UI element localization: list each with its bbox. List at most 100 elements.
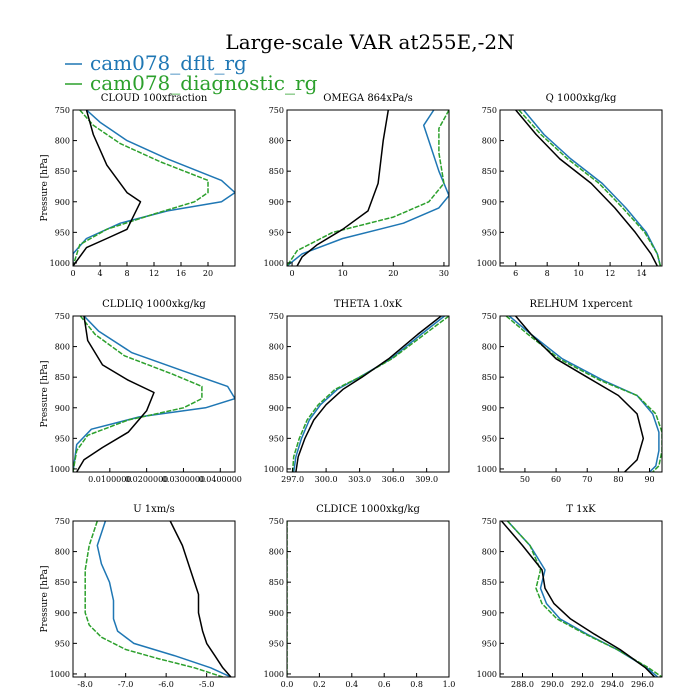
plot-frame	[286, 109, 450, 267]
x-tick-label: 20	[388, 269, 398, 278]
y-tick-label: 750	[482, 106, 497, 115]
x-tick-label: 0.2	[313, 680, 326, 689]
y-tick-label: 800	[55, 548, 70, 557]
y-tick-label: 950	[482, 228, 497, 237]
legend: cam078_dflt_rg cam078_diagnostic_rg	[65, 51, 318, 95]
y-tick-label: 750	[482, 517, 497, 526]
y-tick-label: 900	[55, 609, 70, 618]
series-line-1	[73, 110, 235, 266]
y-tick-label: 950	[269, 434, 284, 443]
x-tick-label: 0.4	[345, 680, 358, 689]
plot-frame	[499, 315, 663, 473]
legend-label-1: cam078_dflt_rg	[90, 51, 247, 75]
x-tick-label: 6	[513, 269, 518, 278]
series-line-1	[523, 110, 662, 266]
series-group	[515, 110, 662, 266]
series-line-3	[295, 316, 442, 472]
y-tick-label: 800	[55, 343, 70, 352]
y-tick-label: 850	[482, 373, 497, 382]
y-tick-label: 900	[55, 198, 70, 207]
series-line-3	[73, 110, 142, 266]
x-tick-label: -7.0	[118, 680, 133, 689]
y-tick-label: 900	[269, 198, 284, 207]
x-tick-label: 294.0	[601, 680, 624, 689]
panel-6: 50 60 70 80 90 750 800 850 900 950 1000 RELHUM 1xpe…	[477, 299, 663, 484]
x-tick-label: 12	[149, 269, 159, 278]
x-tick-label: 14	[636, 269, 646, 278]
x-tick-label: 16	[176, 269, 186, 278]
series-group	[84, 521, 232, 677]
y-tick-label: 750	[55, 312, 70, 321]
panel-2: 0 10 20 30 750 800 850 900 950 1000 OMEGA 864xPa/s	[264, 93, 450, 278]
x-tick-label: 80	[613, 475, 623, 484]
panel-5: 297.0 300.0 303.0 306.0 309.0 750 800 850 900 950…	[264, 299, 450, 484]
series-line-2	[518, 110, 662, 266]
y-tick-label: 900	[482, 609, 497, 618]
y-tick-label: 850	[269, 167, 284, 176]
y-tick-label: 850	[55, 578, 70, 587]
series-line-1	[287, 110, 449, 266]
y-tick-label: 1000	[477, 465, 497, 474]
x-tick-label: 12	[605, 269, 615, 278]
series-group	[505, 316, 662, 472]
plot-frame	[499, 520, 663, 678]
series-line-1	[96, 521, 232, 677]
x-tick-label: 0.8	[410, 680, 423, 689]
y-axis-label: Pressure [hPa]	[40, 565, 50, 632]
series-group	[291, 316, 449, 472]
x-tick-label: 290.0	[541, 680, 564, 689]
panel-title: THETA 1.0xK	[334, 299, 403, 310]
y-tick-label: 950	[482, 434, 497, 443]
panel-7: -8.0 -7.0 -6.0 -5.0 750 800 850 900 950 1000 U 1xm…	[40, 504, 236, 689]
x-tick-label: 50	[520, 475, 530, 484]
x-tick-label: 292.0	[571, 680, 594, 689]
y-tick-label: 900	[482, 198, 497, 207]
x-tick-label: 0	[70, 269, 75, 278]
plot-frame	[286, 520, 450, 678]
x-tick-label: 296.0	[631, 680, 654, 689]
x-tick-label: 8	[545, 269, 550, 278]
series-line-2	[84, 521, 224, 677]
y-tick-label: 850	[482, 578, 497, 587]
panel-title: CLOUD 100xfraction	[101, 93, 208, 104]
series-group	[73, 316, 235, 472]
y-tick-label: 800	[55, 137, 70, 146]
panel-title: U 1xm/s	[133, 504, 175, 515]
x-tick-label: 306.0	[382, 475, 405, 484]
x-tick-label: 0	[290, 269, 295, 278]
y-tick-label: 1000	[264, 259, 284, 268]
x-tick-label: -6.0	[158, 680, 173, 689]
x-tick-label: -5.0	[199, 680, 214, 689]
x-tick-label: 288.0	[511, 680, 534, 689]
series-line-1	[506, 521, 658, 677]
panel-9: 288.0 290.0 292.0 294.0 296.0 750 800 850 900 950…	[477, 504, 663, 689]
series-line-2	[505, 316, 662, 472]
x-tick-label: 30	[439, 269, 449, 278]
y-tick-label: 800	[269, 548, 284, 557]
x-tick-label: 297.0	[281, 475, 304, 484]
y-tick-label: 850	[269, 373, 284, 382]
series-line-3	[515, 110, 658, 266]
plot-frame	[72, 520, 236, 678]
y-tick-label: 850	[55, 167, 70, 176]
y-tick-label: 800	[482, 343, 497, 352]
y-tick-label: 950	[55, 228, 70, 237]
y-tick-label: 750	[482, 312, 497, 321]
x-tick-label: 90	[644, 475, 654, 484]
y-tick-label: 900	[269, 404, 284, 413]
series-line-2	[73, 110, 209, 266]
x-tick-label: 10	[574, 269, 584, 278]
panel-title: RELHUM 1xpercent	[529, 299, 632, 310]
x-tick-label: 4	[97, 269, 102, 278]
y-tick-label: 750	[269, 312, 284, 321]
series-line-2	[73, 316, 203, 472]
x-tick-label: 303.0	[348, 475, 371, 484]
y-tick-label: 1000	[477, 259, 497, 268]
y-tick-label: 900	[55, 404, 70, 413]
series-line-2	[506, 521, 662, 677]
y-tick-label: 900	[482, 404, 497, 413]
series-line-3	[169, 521, 232, 677]
panel-title: CLDLIQ 1000xkg/kg	[102, 299, 206, 310]
panel-title: OMEGA 864xPa/s	[323, 93, 413, 104]
